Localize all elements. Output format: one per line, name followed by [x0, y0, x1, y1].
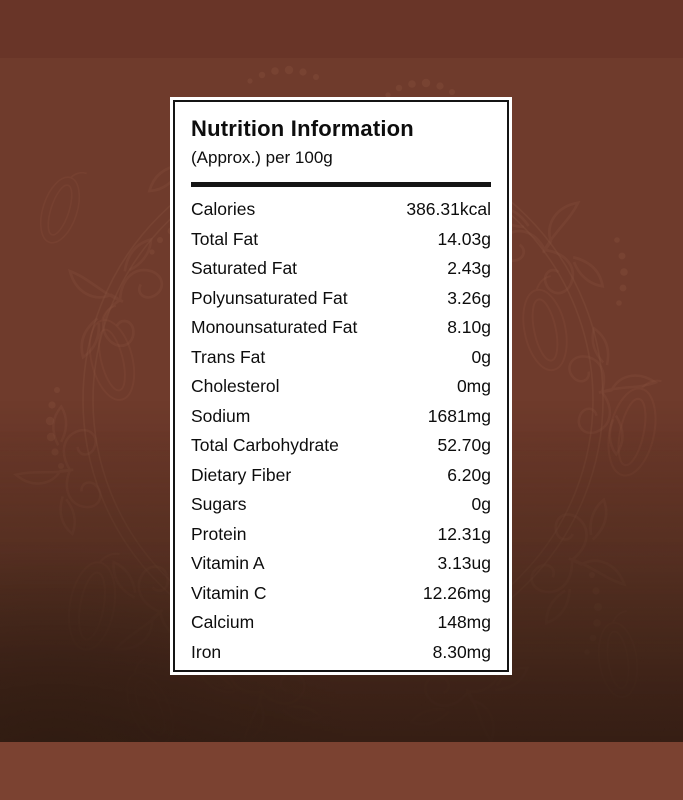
- nutrient-row: Calcium 148mg: [191, 608, 491, 638]
- nutrient-name: Monounsaturated Fat: [191, 317, 358, 337]
- nutrient-row: Trans Fat 0g: [191, 343, 491, 373]
- nutrient-value: 3.13ug: [437, 553, 491, 573]
- nutrient-name: Vitamin C: [191, 582, 267, 603]
- nutrient-value: 2.43g: [447, 258, 491, 278]
- nutrient-name: Sodium: [191, 405, 251, 426]
- nutrient-row: Vitamin A 3.13ug: [191, 549, 491, 579]
- nutrient-row: Vitamin C 12.26mg: [191, 579, 491, 609]
- nutrient-value: 3.26g: [447, 287, 491, 308]
- label-title: Nutrition Information: [191, 116, 414, 141]
- divider-rule: [191, 182, 491, 187]
- nutrient-table: Calories 386.31kcal Total Fat 14.03g Sat…: [191, 195, 491, 667]
- background-top-band: [0, 0, 683, 58]
- nutrient-row: Total Fat 14.03g: [191, 225, 491, 255]
- nutrient-name: Calories: [191, 199, 256, 219]
- nutrient-name: Trans Fat: [191, 346, 266, 367]
- nutrient-row: Sodium 1681mg: [191, 402, 491, 432]
- nutrient-value: 12.26mg: [422, 582, 491, 603]
- nutrient-value: 1681mg: [427, 405, 491, 426]
- nutrient-value: 14.03g: [437, 228, 491, 249]
- nutrient-name: Cholesterol: [191, 376, 280, 396]
- nutrient-value: 6.20g: [447, 464, 491, 485]
- nutrient-row: Saturated Fat 2.43g: [191, 254, 491, 284]
- nutrient-row: Protein 12.31g: [191, 520, 491, 550]
- nutrient-name: Vitamin A: [191, 553, 265, 573]
- nutrient-row: Calories 386.31kcal: [191, 195, 491, 225]
- nutrient-row: Cholesterol 0mg: [191, 372, 491, 402]
- nutrient-row: Polyunsaturated Fat 3.26g: [191, 284, 491, 314]
- nutrient-value: 12.31g: [437, 523, 491, 544]
- nutrient-name: Sugars: [191, 494, 247, 514]
- nutrient-name: Protein: [191, 523, 247, 544]
- nutrient-value: 8.10g: [447, 317, 491, 337]
- nutrient-name: Dietary Fiber: [191, 464, 292, 485]
- nutrient-name: Total Carbohydrate: [191, 435, 339, 455]
- nutrient-value: 8.30mg: [432, 641, 491, 662]
- nutrient-value: 0g: [471, 346, 491, 367]
- nutrient-value: 52.70g: [437, 435, 491, 455]
- nutrient-name: Total Fat: [191, 228, 259, 249]
- nutrient-name: Saturated Fat: [191, 258, 298, 278]
- nutrient-value: 0mg: [456, 376, 491, 396]
- nutrient-value: 386.31kcal: [406, 199, 491, 219]
- nutrient-value: 0g: [471, 494, 491, 514]
- nutrient-row: Sugars 0g: [191, 490, 491, 520]
- nutrient-name: Iron: [191, 641, 222, 662]
- nutrient-name: Polyunsaturated Fat: [191, 287, 348, 308]
- nutrient-row: Dietary Fiber 6.20g: [191, 461, 491, 491]
- nutrient-value: 148mg: [437, 612, 491, 632]
- nutrition-label: Nutrition Information (Approx.) per 100g…: [173, 100, 509, 672]
- nutrient-row: Monounsaturated Fat 8.10g: [191, 313, 491, 343]
- nutrient-name: Calcium: [191, 612, 255, 632]
- nutrient-row: Iron 8.30mg: [191, 638, 491, 668]
- background-bottom-band: [0, 742, 683, 800]
- label-subtitle: (Approx.) per 100g: [191, 148, 333, 167]
- nutrient-row: Total Carbohydrate 52.70g: [191, 431, 491, 461]
